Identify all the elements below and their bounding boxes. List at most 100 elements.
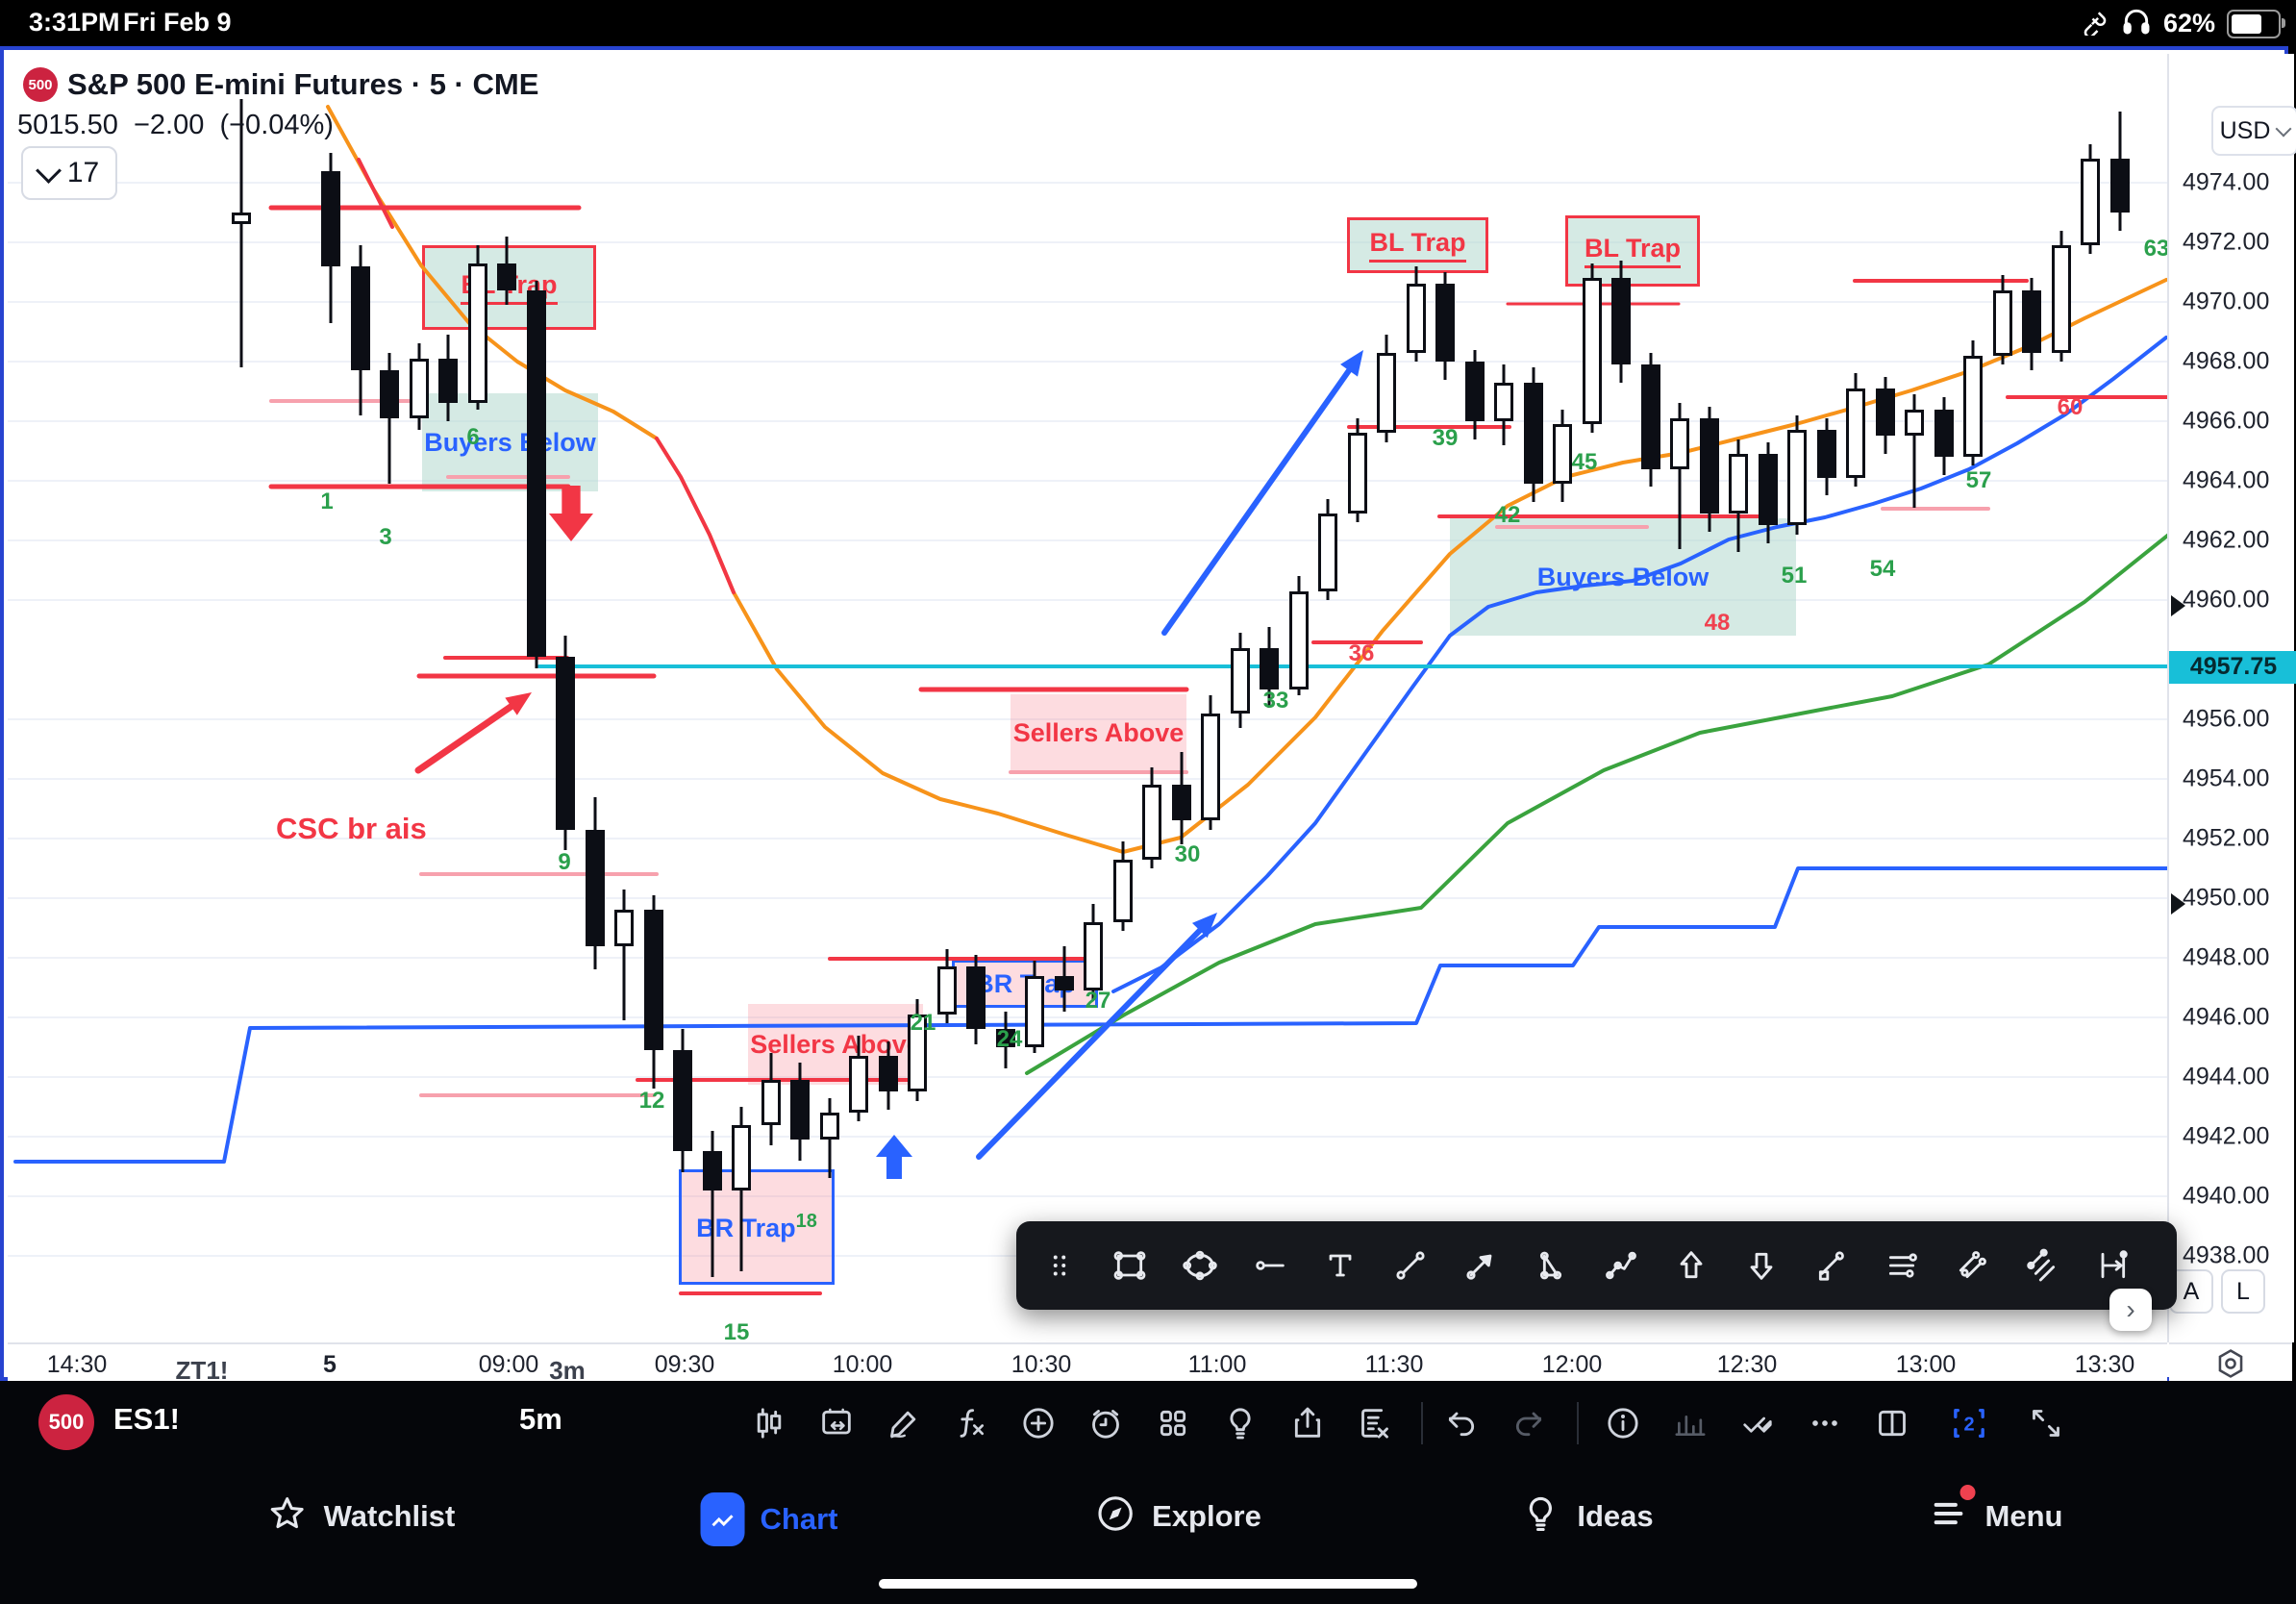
candle [1260, 626, 1279, 708]
chart-note-text[interactable]: CSC br ais [276, 812, 427, 845]
time-tick-label: 10:30 [1011, 1351, 1072, 1378]
bl-trap-3-zone[interactable]: BL Trap [1347, 217, 1488, 273]
drag-handle-icon[interactable] [1024, 1231, 1094, 1300]
split-layout-icon[interactable] [1863, 1394, 1921, 1452]
tab-chart[interactable]: Chart [700, 1492, 837, 1546]
price-axis[interactable]: 4974.00 4972.00 4970.00 4968.00 4966.00 4964.… [2167, 54, 2296, 1342]
candle [1435, 272, 1455, 380]
candle [350, 245, 370, 415]
text-tool-icon[interactable] [1305, 1231, 1375, 1300]
more-ellipsis-icon[interactable] [1796, 1394, 1854, 1452]
time-tick-label: 5 [323, 1351, 337, 1378]
disjoint-channel-tool-icon[interactable] [1936, 1231, 2007, 1300]
bl-trap-4-zone[interactable]: BL Trap [1565, 215, 1700, 287]
candle [1553, 409, 1572, 502]
draw-icon[interactable] [875, 1394, 933, 1452]
arrow-up-tool-icon[interactable] [1656, 1231, 1726, 1300]
multichart-2-icon[interactable]: 2 [1940, 1394, 1998, 1452]
tab-menu[interactable]: Menu [1928, 1485, 2062, 1540]
drawing-toolbar-collapse-button[interactable]: › [2109, 1289, 2152, 1331]
trend-line-tool-icon[interactable] [1375, 1231, 1445, 1300]
tab-ideas[interactable]: Ideas [1519, 1492, 1654, 1540]
notification-dot [1959, 1485, 1976, 1500]
candle [936, 948, 957, 1024]
remove-drawings-icon[interactable] [1346, 1394, 1404, 1452]
toolbar-separator [1421, 1402, 1423, 1444]
sellers-above-1-label: Sellers Above [750, 1029, 921, 1059]
swing-label: 30 [1174, 841, 1201, 867]
add-plus-icon[interactable] [1010, 1394, 1067, 1452]
fullscreen-icon[interactable] [2017, 1394, 2075, 1452]
swing-label: 6 [466, 424, 480, 450]
tab-explore[interactable]: Explore [1094, 1492, 1261, 1540]
candle [1288, 576, 1309, 696]
xabcd-pattern-tool-icon[interactable] [1796, 1231, 1866, 1300]
candle [1992, 275, 2012, 365]
log-scale-button[interactable]: L [2221, 1269, 2265, 1314]
drawings-count-dropdown[interactable]: 17 [21, 146, 117, 200]
info-icon[interactable] [1594, 1394, 1652, 1452]
currency-dropdown[interactable]: USD [2211, 106, 2296, 156]
blue-step-line [13, 866, 2167, 1164]
rectangle-tool-icon[interactable] [1094, 1231, 1164, 1300]
polyline-tool-icon[interactable] [1585, 1231, 1656, 1300]
candlestick-style-icon[interactable] [740, 1394, 798, 1452]
bar-replay-icon[interactable] [808, 1394, 865, 1452]
symbol-picker[interactable]: ES1! [113, 1402, 180, 1436]
svg-text:2: 2 [1963, 1415, 1974, 1436]
axis-marker-arrow-icon [2171, 893, 2185, 915]
swing-label: 1 [320, 489, 334, 514]
candle [1054, 945, 1074, 1012]
arrow-down-tool-icon[interactable] [1726, 1231, 1796, 1300]
parallel-channel-tool-icon[interactable] [1866, 1231, 1936, 1300]
horizontal-line-tool-icon[interactable] [1235, 1231, 1305, 1300]
candle [1699, 406, 1719, 532]
interval-picker[interactable]: 5m [519, 1402, 562, 1436]
ideas-bulb-icon[interactable] [1211, 1394, 1269, 1452]
time-tick-label: 10:00 [832, 1351, 893, 1378]
long-position-tool-icon[interactable] [2077, 1231, 2147, 1300]
chart-bottom-toolbar: 500 ES1! 5m ZT1!3mMES1!10m2 [0, 1356, 2296, 1492]
candle [1464, 349, 1485, 439]
candle [1670, 403, 1689, 550]
toolbar-separator [1577, 1402, 1579, 1444]
indicators-fx-icon[interactable] [942, 1394, 1000, 1452]
sellers-above-2-zone[interactable]: Sellers Above [1011, 694, 1186, 771]
share-icon[interactable] [1279, 1394, 1336, 1452]
swing-label: 39 [1432, 425, 1459, 451]
alerts-clock-icon[interactable] [1077, 1394, 1135, 1452]
tab-watchlist[interactable]: Watchlist [266, 1492, 455, 1540]
redo-icon[interactable] [1500, 1394, 1558, 1452]
bl-trap-3-label: BL Trap [1369, 228, 1466, 263]
swing-label: 48 [1704, 610, 1731, 636]
price-tick-label: 4974.00 [2183, 168, 2270, 196]
ellipse-tool-icon[interactable] [1164, 1231, 1235, 1300]
blue-trend-arrow-1 [976, 913, 1217, 1160]
symbol-title[interactable]: S&P 500 E-mini Futures · 5 · CME [67, 67, 539, 101]
templates-grid-icon[interactable] [1144, 1394, 1202, 1452]
time-tick-label: 12:30 [1716, 1351, 1778, 1378]
swing-label: 63 [2143, 236, 2167, 262]
undo-icon[interactable] [1433, 1394, 1490, 1452]
candle [1406, 265, 1426, 362]
candle [995, 1011, 1015, 1068]
link-icon [2081, 7, 2109, 40]
candle [1875, 376, 1895, 455]
drawing-toolbar[interactable] [1016, 1221, 2177, 1310]
depth-bars-icon[interactable] [1661, 1394, 1719, 1452]
time-axis[interactable]: 14:30 5 09:00 09:30 10:00 10:30 11:00 11:30 12:0… [8, 1342, 2167, 1383]
triangle-pattern-tool-icon[interactable] [1515, 1231, 1585, 1300]
swing-label: 24 [996, 1026, 1023, 1052]
trades-check-icon[interactable] [1729, 1394, 1786, 1452]
arrow-marker-tool-icon[interactable] [1445, 1231, 1515, 1300]
battery-icon [2227, 9, 2285, 38]
home-indicator[interactable] [879, 1579, 1417, 1589]
bl-trap-4-label: BL Trap [1584, 234, 1682, 268]
star-icon [266, 1492, 309, 1540]
axis-marker-arrow-icon [2171, 595, 2185, 617]
price-tick-label: 4950.00 [2183, 884, 2270, 912]
flat-channel-tool-icon[interactable] [2007, 1231, 2077, 1300]
axis-settings-gear-icon[interactable] [2169, 1342, 2292, 1383]
current-price-tag: 4957.75 [2169, 650, 2296, 684]
